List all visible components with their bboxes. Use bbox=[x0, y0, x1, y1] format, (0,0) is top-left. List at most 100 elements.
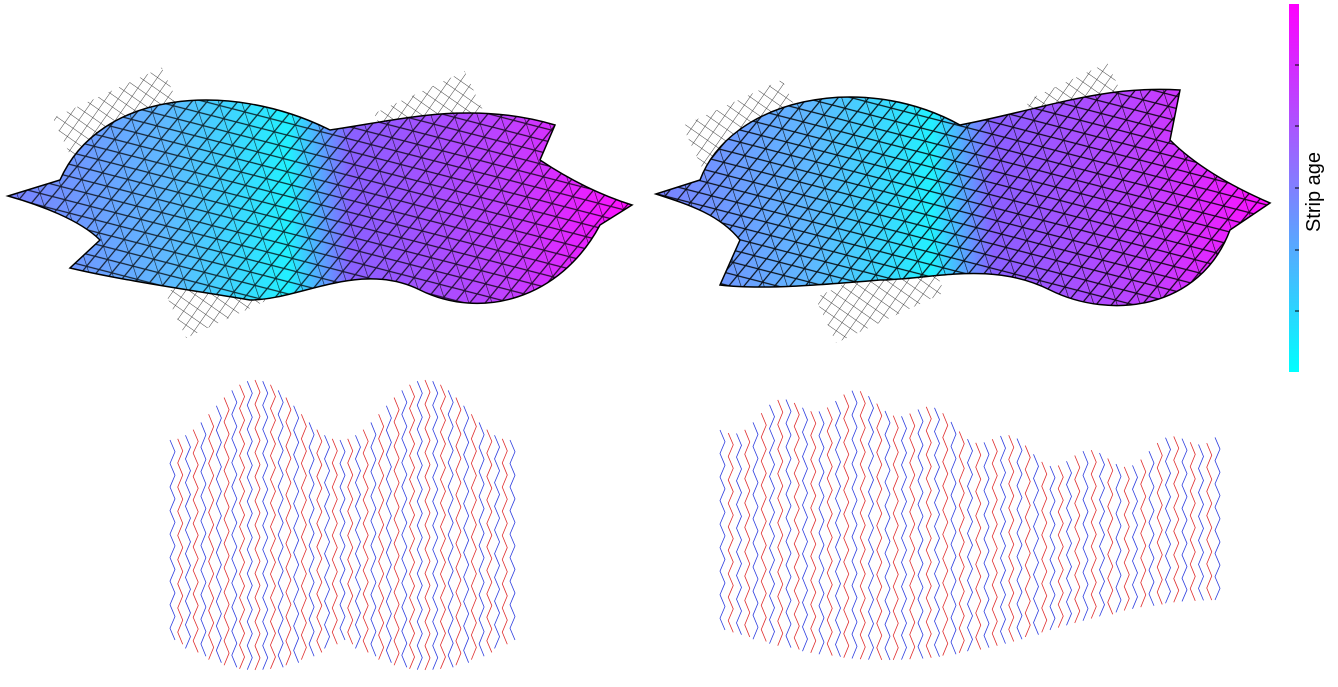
crease-line bbox=[185, 435, 190, 648]
crease-line bbox=[355, 435, 360, 648]
crease-line bbox=[1199, 444, 1204, 600]
crease-line bbox=[1108, 459, 1113, 615]
crease-line bbox=[1083, 451, 1088, 621]
crease-line bbox=[464, 406, 469, 663]
crease-line bbox=[1042, 462, 1047, 632]
crease-line bbox=[877, 404, 882, 660]
crease-line bbox=[720, 430, 725, 630]
crease-line bbox=[819, 411, 824, 654]
crease-line bbox=[959, 432, 964, 653]
crease-line bbox=[918, 409, 923, 658]
crease-line bbox=[852, 391, 857, 659]
crease-line bbox=[1215, 437, 1220, 600]
crease-line bbox=[910, 414, 915, 660]
crease-line bbox=[332, 439, 337, 644]
crease-line bbox=[992, 439, 997, 645]
crease-line bbox=[1050, 466, 1055, 630]
crease-line bbox=[232, 390, 237, 667]
crease-line bbox=[363, 430, 368, 653]
crease-line bbox=[893, 416, 898, 660]
crease-line bbox=[317, 430, 322, 653]
crease-line bbox=[737, 433, 742, 634]
crease-line bbox=[770, 405, 775, 644]
crease-line bbox=[247, 381, 252, 669]
crease-line bbox=[201, 422, 206, 656]
crease-line bbox=[495, 435, 500, 648]
crease-line bbox=[386, 406, 391, 663]
crease-line bbox=[951, 422, 956, 654]
crease-line bbox=[170, 440, 175, 640]
crease-line bbox=[1001, 436, 1006, 644]
crease-line bbox=[1149, 451, 1154, 606]
crease-line bbox=[976, 443, 981, 650]
crease-line bbox=[844, 395, 849, 658]
crease-line bbox=[761, 413, 766, 641]
colorbar: Strip age bbox=[1289, 4, 1325, 372]
crease-line bbox=[836, 401, 841, 657]
crease-line bbox=[753, 422, 758, 639]
crease-line bbox=[417, 381, 422, 669]
crease-line bbox=[860, 391, 865, 659]
crease-line bbox=[394, 398, 399, 666]
crease-line bbox=[1157, 443, 1162, 604]
crease-line bbox=[745, 430, 750, 637]
crease-line bbox=[487, 430, 492, 653]
crease-line bbox=[224, 398, 229, 666]
crease-line bbox=[410, 385, 415, 669]
crease-line bbox=[902, 416, 907, 659]
crease-line bbox=[270, 385, 275, 669]
crease-line bbox=[926, 407, 931, 658]
crease-line bbox=[263, 381, 268, 669]
crease-line bbox=[1075, 456, 1080, 623]
crease-line bbox=[968, 439, 973, 651]
crease-line bbox=[1207, 443, 1212, 600]
crease-line bbox=[471, 414, 476, 659]
crease-line bbox=[827, 408, 832, 656]
crease-line bbox=[1166, 438, 1171, 604]
crease-line bbox=[1116, 464, 1121, 612]
crease-pattern-left bbox=[170, 380, 515, 670]
crease-line bbox=[425, 380, 430, 670]
crease-line bbox=[278, 390, 283, 667]
crease-line bbox=[786, 400, 791, 648]
crease-line bbox=[778, 400, 783, 646]
crease-line bbox=[440, 385, 445, 669]
crease-line bbox=[1174, 436, 1179, 602]
crease-line bbox=[885, 411, 890, 660]
page: {"colorbar": {"label": "Strip age"}} bbox=[0, 0, 1338, 687]
crease-line bbox=[286, 398, 291, 666]
crease-line bbox=[943, 413, 948, 655]
crease-line bbox=[935, 408, 940, 657]
crease-line bbox=[255, 380, 260, 670]
crease-line bbox=[340, 440, 345, 640]
crease-line bbox=[1141, 460, 1146, 608]
colorbar-label: Strip age bbox=[1303, 152, 1325, 232]
crease-line bbox=[1025, 446, 1030, 637]
surface-left bbox=[0, 60, 650, 340]
crease-line bbox=[1133, 465, 1138, 608]
surface-right bbox=[640, 60, 1290, 343]
crease-line bbox=[325, 435, 330, 648]
crease-line bbox=[984, 442, 989, 647]
crease-line bbox=[193, 430, 198, 653]
crease-line bbox=[1067, 461, 1072, 625]
crease-line bbox=[1034, 454, 1039, 634]
crease-line bbox=[309, 422, 314, 656]
crease-line bbox=[456, 398, 461, 666]
crease-line bbox=[1017, 439, 1022, 640]
crease-line bbox=[348, 439, 353, 644]
crease-line bbox=[209, 414, 214, 659]
crease-line bbox=[502, 439, 507, 644]
crease-line bbox=[240, 385, 245, 669]
crease-line bbox=[301, 414, 306, 659]
crease-line bbox=[1190, 442, 1195, 601]
crease-pattern-right bbox=[720, 391, 1220, 660]
crease-line bbox=[1100, 453, 1105, 616]
crease-line bbox=[1124, 467, 1129, 611]
crease-line bbox=[1058, 465, 1063, 627]
crease-line bbox=[479, 422, 484, 656]
figure: Strip age bbox=[0, 0, 1338, 687]
crease-line bbox=[216, 406, 221, 663]
crease-line bbox=[794, 403, 799, 650]
crease-line bbox=[811, 411, 816, 653]
